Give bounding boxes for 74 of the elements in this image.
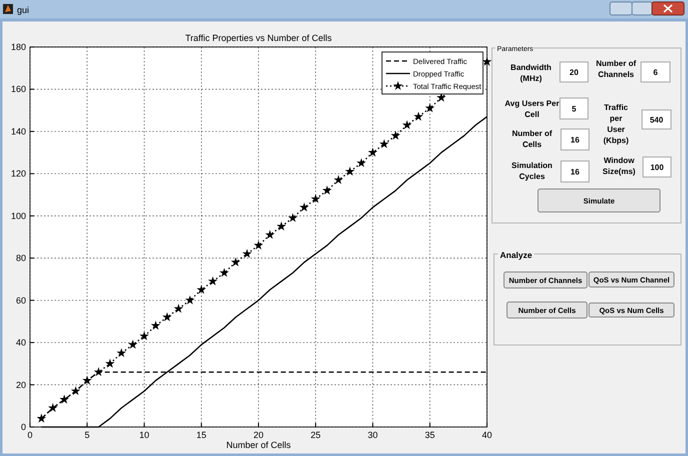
point: [379, 139, 389, 148]
x-tick-label: 15: [196, 430, 206, 440]
point: [322, 186, 332, 195]
point: [208, 276, 218, 286]
point: [196, 284, 206, 294]
y-tick-label: 60: [16, 295, 26, 306]
x-axis-title: Number of Cells: [226, 440, 292, 450]
text: 100: [650, 163, 664, 172]
point: [390, 130, 400, 140]
point: [105, 358, 115, 368]
point: [70, 386, 80, 396]
y-tick-label: 0: [20, 422, 26, 432]
point: [414, 112, 424, 121]
point: [48, 403, 58, 412]
x-tick-label: 40: [482, 430, 492, 440]
y-tick-label: 180: [10, 42, 26, 52]
point: [36, 414, 46, 423]
text: Traffic per User (Kbps): [603, 103, 629, 145]
point: [276, 221, 286, 230]
x-tick-label: 20: [253, 430, 264, 440]
y-tick-label: 20: [16, 380, 26, 390]
text: 6: [653, 68, 658, 77]
point: [94, 367, 104, 376]
chart-title: Traffic Properties vs Number of Cells: [185, 33, 332, 43]
text: Analyze: [500, 250, 532, 260]
point: [254, 240, 264, 250]
text: 5: [572, 104, 577, 114]
point: [60, 394, 70, 404]
text: Window Size(ms): [602, 156, 636, 176]
point: [150, 320, 160, 330]
point: [185, 295, 195, 304]
point: [116, 348, 126, 358]
y-tick-label: 80: [16, 253, 26, 264]
point: [219, 268, 229, 277]
point: [230, 257, 240, 266]
y-tick-label: 160: [10, 84, 26, 94]
text: Number of Cells: [512, 129, 552, 149]
text: Bandwidth (MHz): [510, 63, 552, 83]
point: [334, 175, 344, 184]
text: 16: [570, 136, 580, 144]
text: gui: [17, 5, 30, 15]
point: [425, 103, 435, 112]
point: [242, 248, 252, 258]
x-tick-label: 30: [368, 430, 378, 440]
point: [174, 304, 184, 313]
point: [310, 194, 320, 204]
point: [482, 56, 492, 66]
point: [368, 148, 378, 157]
x-tick-label: 10: [139, 430, 150, 440]
text: Avg Users Per Cell: [504, 99, 560, 119]
y-tick-label: 40: [16, 338, 26, 348]
y-tick-label: 120: [10, 168, 26, 179]
point: [402, 120, 412, 130]
text: Number of Channels: [596, 59, 636, 79]
point: [265, 230, 275, 239]
point: [345, 166, 355, 176]
y-tick-label: 100: [10, 210, 26, 221]
text: 540: [650, 116, 664, 124]
x-tick-label: 35: [424, 430, 435, 440]
point: [356, 158, 366, 168]
x-tick-label: 0: [27, 430, 33, 440]
text: 20: [570, 68, 579, 77]
x-tick-label: 25: [310, 430, 321, 440]
text: 16: [570, 168, 580, 176]
y-tick-label: 140: [10, 126, 26, 136]
point: [140, 331, 149, 340]
point: [128, 340, 138, 349]
point: [82, 376, 92, 385]
point: [436, 92, 446, 102]
point: [162, 312, 172, 322]
x-tick-label: 5: [84, 430, 90, 440]
text: Simulation Cycles: [512, 161, 553, 181]
point: [288, 213, 298, 222]
point: [299, 202, 309, 212]
